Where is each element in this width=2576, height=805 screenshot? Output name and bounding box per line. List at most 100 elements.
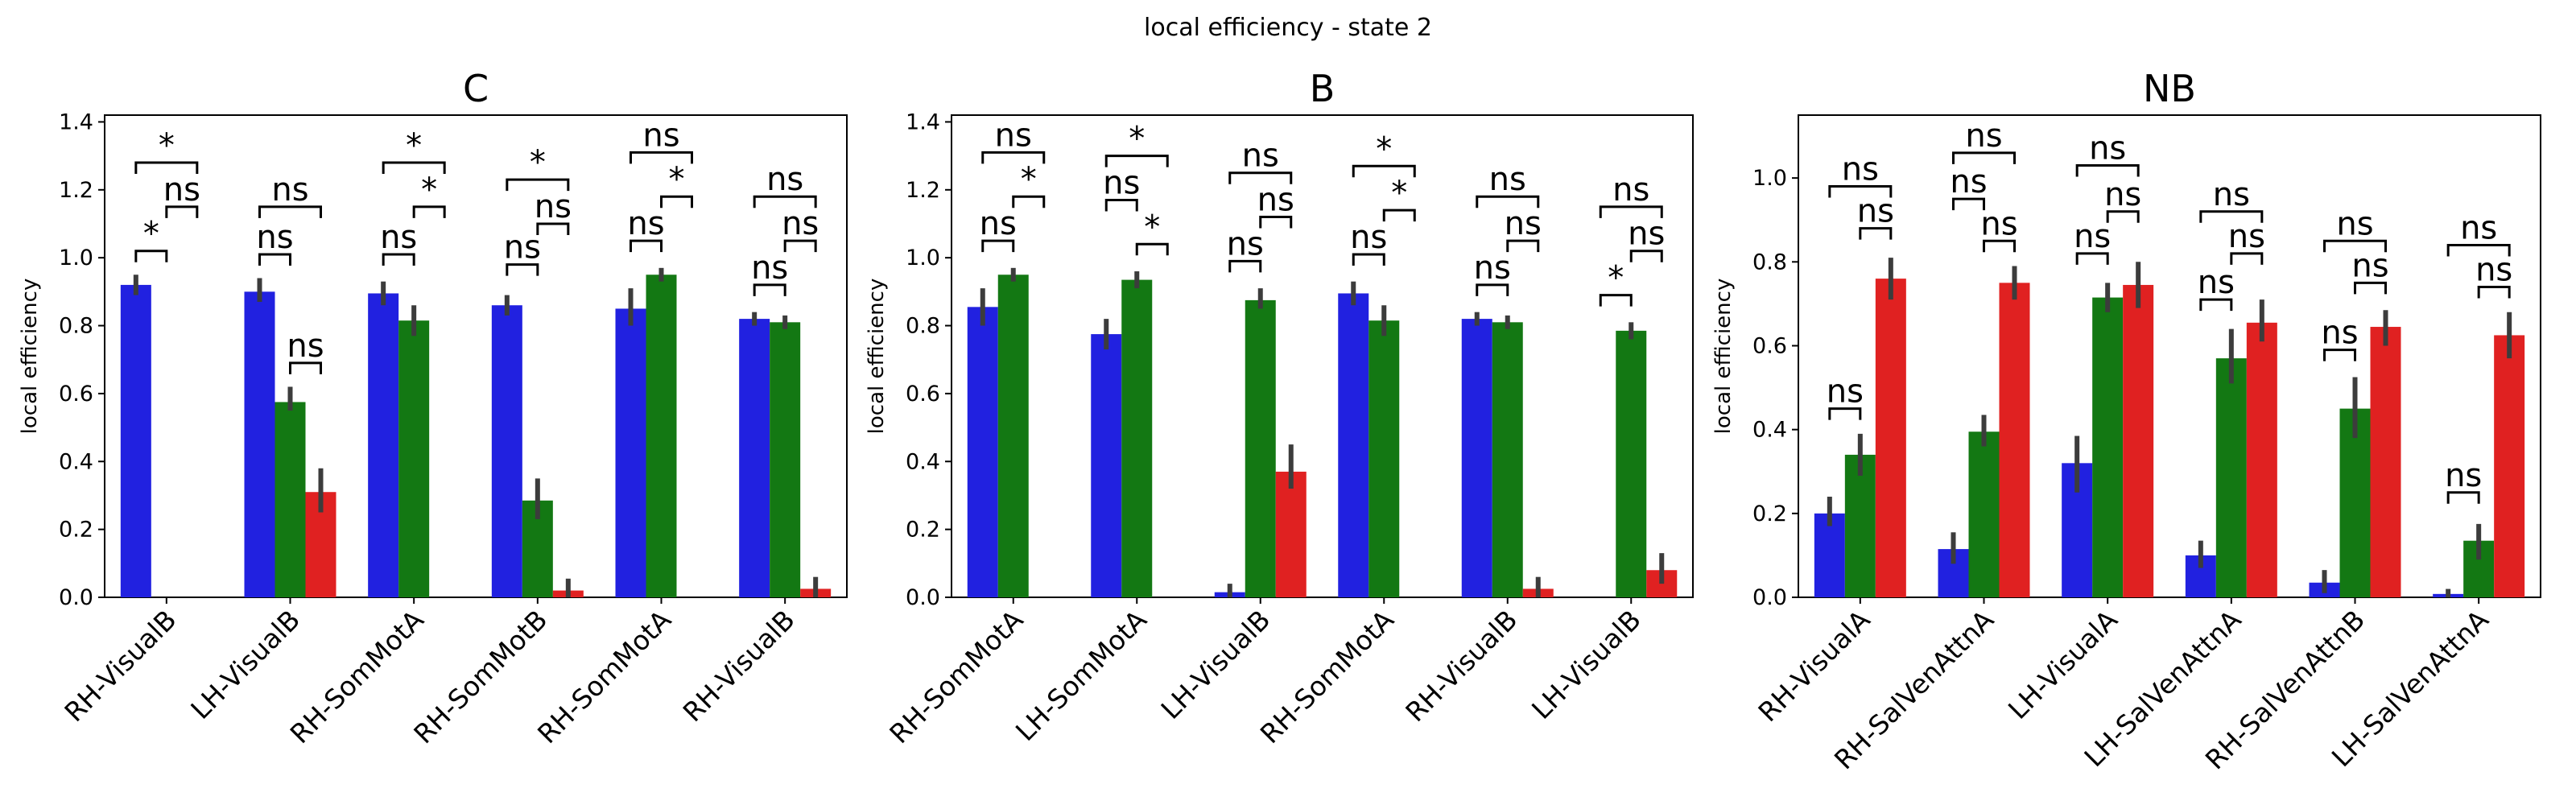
significance-bracket [1382, 208, 1416, 222]
significance-label: ns [2228, 218, 2265, 255]
y-tick-label: 0.6 [906, 382, 940, 407]
significance-bracket [506, 178, 570, 192]
significance-label: ns [1950, 163, 1987, 200]
x-tick-label: LH-SomMotA [1009, 604, 1153, 747]
x-tick-label: RH-SomMotA [883, 604, 1029, 749]
significance-bracket [1952, 197, 1985, 211]
significance-bracket [1352, 253, 1385, 266]
significance-bracket [630, 151, 693, 164]
y-tick-label: 1.0 [59, 246, 93, 270]
significance-bracket [753, 283, 786, 296]
panel-title: NB [2143, 67, 2196, 110]
significance-bracket [981, 151, 1046, 164]
significance-label: * [1021, 161, 1037, 198]
y-tick-label: 0.8 [1752, 250, 1787, 275]
y-tick-label: 1.4 [59, 109, 93, 134]
bar [646, 275, 677, 597]
y-tick-label: 0.0 [906, 585, 940, 610]
y-axis-label: local efficiency [865, 279, 889, 435]
significance-bracket [753, 195, 817, 208]
bar [398, 320, 430, 597]
x-tick-label: LH-VisualB [1525, 604, 1647, 725]
significance-label: ns [1842, 151, 1879, 188]
y-tick-label: 1.0 [906, 246, 940, 270]
significance-label: ns [271, 171, 308, 208]
significance-label: ns [163, 171, 200, 208]
significance-label: ns [1827, 374, 1864, 411]
x-tick-label: RH-VisualB [677, 604, 801, 728]
significance-label: ns [2213, 176, 2250, 213]
x-tick-label: LH-VisualA [2002, 604, 2124, 725]
bar [1091, 334, 1122, 597]
y-tick-label: 1.2 [906, 178, 940, 203]
significance-label: ns [2089, 130, 2126, 167]
y-tick-label: 1.4 [906, 109, 940, 134]
significance-bracket [1983, 239, 2016, 253]
significance-label: ns [2475, 252, 2512, 289]
bar [1245, 299, 1276, 597]
bar [1844, 454, 1876, 597]
bar [275, 402, 306, 597]
axes-frame [1798, 114, 2541, 598]
significance-bracket [2199, 298, 2233, 312]
bar [2123, 284, 2154, 597]
significance-label: * [143, 216, 159, 253]
significance-bracket [2106, 210, 2140, 223]
y-tick-label: 0.2 [1752, 502, 1787, 526]
bar [1875, 279, 1906, 597]
y-tick-label: 0.4 [1752, 418, 1787, 443]
significance-label: * [406, 127, 422, 164]
x-tick-label: RH-SomMotA [1254, 604, 1400, 749]
significance-bracket [412, 205, 446, 218]
bar [2215, 358, 2247, 597]
significance-bracket [289, 361, 322, 374]
significance-bracket [2199, 210, 2264, 223]
bar [2339, 408, 2371, 597]
bar [1999, 283, 2030, 597]
bar [770, 322, 801, 597]
significance-label: * [669, 161, 685, 198]
significance-bracket [2075, 164, 2140, 177]
significance-bracket [1828, 185, 1893, 198]
significance-bracket [1352, 164, 1416, 178]
significance-label: ns [2074, 218, 2111, 255]
significance-bracket [1228, 259, 1262, 273]
significance-label: ns [1350, 219, 1387, 256]
bar [1121, 279, 1153, 597]
y-tick-label: 0.6 [1752, 333, 1787, 358]
bar [739, 319, 770, 597]
x-tick-label: RH-VisualA [1752, 604, 1876, 728]
x-tick-label: RH-VisualB [1399, 604, 1523, 728]
significance-bracket [258, 205, 322, 218]
bar [2092, 297, 2124, 597]
significance-bracket [981, 239, 1015, 253]
x-tick-label: RH-SomMotA [531, 604, 677, 749]
significance-bracket [1476, 195, 1540, 208]
significance-label: ns [1628, 216, 1665, 253]
bar [615, 308, 646, 597]
significance-label: ns [2336, 205, 2373, 242]
significance-bracket [1506, 239, 1540, 253]
panel-2: NB local efficiency 0.0 0.2 0.4 0.6 0.8 1.0 RH-V… [1711, 67, 2541, 775]
bar [120, 284, 151, 597]
significance-label: ns [535, 188, 572, 225]
significance-bracket [1828, 407, 1862, 420]
significance-bracket [2446, 243, 2511, 257]
significance-bracket [1012, 195, 1046, 208]
y-tick-label: 0.8 [59, 314, 93, 339]
significance-label: ns [980, 205, 1017, 242]
significance-bracket [2323, 349, 2356, 361]
bar [1814, 513, 1845, 597]
significance-bracket [1629, 250, 1663, 262]
y-tick-label: 1.0 [1752, 166, 1787, 191]
significance-label: * [421, 171, 437, 208]
significance-label: ns [751, 250, 788, 287]
significance-bracket [1259, 216, 1293, 229]
significance-label: ns [1242, 138, 1279, 175]
bar [244, 291, 275, 597]
bar [1338, 293, 1369, 597]
significance-label: * [1608, 260, 1624, 297]
